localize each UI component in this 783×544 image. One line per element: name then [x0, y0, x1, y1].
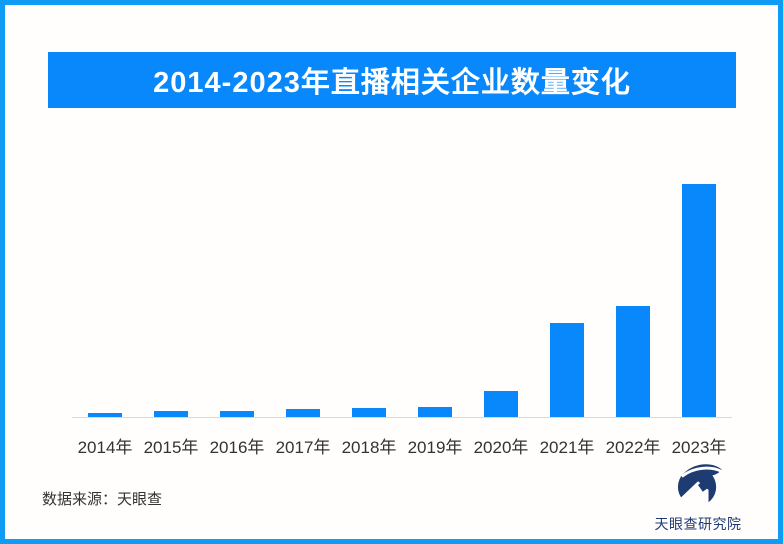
x-axis-labels: 2014年 2015年 2016年 2017年 2018年 2019年 2020年 2021年… [72, 418, 732, 458]
x-axis-label: 2019年 [407, 438, 463, 457]
x-axis-label: 2017年 [275, 438, 331, 457]
x-axis-label: 2020年 [473, 438, 529, 457]
bar-column [666, 184, 732, 417]
x-axis-label: 2015年 [143, 438, 199, 457]
bar-chart: 2014年 2015年 2016年 2017年 2018年 2019年 2020年 2021年… [72, 150, 732, 458]
x-axis-label: 2016年 [209, 438, 265, 457]
bar-2018年 [352, 408, 386, 417]
tianyancha-bird-icon [676, 464, 723, 508]
x-axis-label: 2022年 [605, 438, 661, 457]
bar-2015年 [154, 411, 188, 417]
bar-2020年 [484, 390, 518, 417]
bar-column [336, 408, 402, 417]
bar-2023年 [682, 184, 716, 417]
bar-column [600, 306, 666, 417]
bar-2021年 [550, 323, 584, 417]
title-banner: 2014-2023年直播相关企业数量变化 [48, 52, 736, 108]
bar-2017年 [286, 409, 320, 417]
bar-2022年 [616, 306, 650, 417]
bar-column [402, 406, 468, 417]
publisher-logo-text: 天眼查研究院 [654, 516, 742, 532]
chart-title: 2014-2023年直播相关企业数量变化 [153, 67, 631, 99]
bar-2014年 [88, 412, 122, 417]
data-source-note: 数据来源：天眼查 [42, 491, 163, 508]
bar-2016年 [220, 410, 254, 417]
publisher-logo: 天眼查研究院 [654, 464, 742, 534]
bar-column [138, 411, 204, 417]
bar-column [72, 412, 138, 417]
x-axis-label: 2018年 [341, 438, 397, 457]
bar-column [270, 409, 336, 417]
bar-column [534, 323, 600, 417]
bar-2019年 [418, 406, 452, 417]
bar-column [468, 390, 534, 417]
x-axis-label: 2021年 [539, 438, 595, 457]
x-axis-label: 2014年 [77, 438, 133, 457]
bar-group [72, 150, 732, 418]
bar-column [204, 410, 270, 417]
x-axis-label: 2023年 [671, 438, 727, 457]
